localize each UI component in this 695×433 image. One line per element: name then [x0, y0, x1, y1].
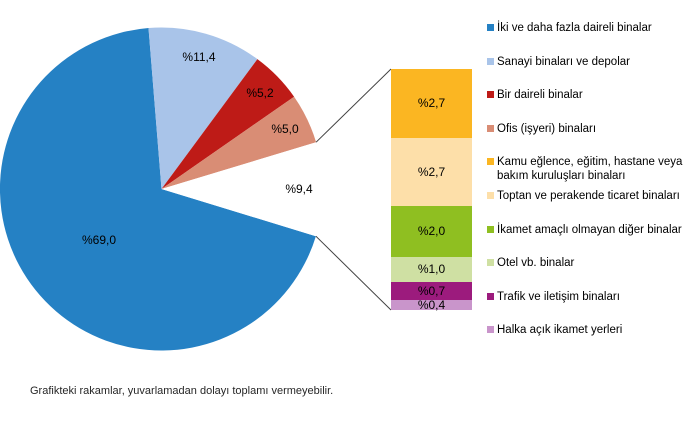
legend-item-1: İki ve daha fazla daireli binalar — [487, 21, 652, 35]
pie-slice-4 — [161, 96, 317, 189]
legend-label: İkamet amaçlı olmayan diğer binalar — [497, 224, 682, 236]
legend-swatch — [487, 91, 494, 98]
legend-label: İki ve daha fazla daireli binalar — [497, 22, 652, 34]
connector-line-bottom — [315, 235, 392, 311]
legend-item-3: Bir daireli binalar — [487, 88, 583, 102]
bar-value-label: %1,0 — [417, 262, 446, 277]
breakout-bar: %2,7 %2,7 %2,0 %1,0 %0,7 %0,4 — [391, 69, 472, 312]
bar-value-label: %0,7 — [417, 283, 446, 298]
legend-swatch — [487, 192, 494, 199]
legend-item-7: İkamet amaçlı olmayan diğer binalar — [487, 223, 682, 237]
legend-swatch — [487, 226, 494, 233]
bar-value-label: %0,4 — [417, 297, 446, 312]
legend-item-2: Sanayi binaları ve depolar — [487, 55, 630, 69]
legend-item-5: Kamu eğlence, eğitim, hastane veya bakım… — [487, 155, 694, 183]
legend-swatch — [487, 58, 494, 65]
legend-label: Kamu eğlence, eğitim, hastane veya bakım… — [497, 156, 683, 182]
legend-swatch — [487, 158, 494, 165]
legend-swatch — [487, 326, 494, 333]
legend-label: Halka açık ikamet yerleri — [497, 324, 623, 336]
pie-value-label: %5,0 — [271, 122, 299, 136]
legend-swatch — [487, 259, 494, 266]
legend-item-4: Ofis (işyeri) binaları — [487, 122, 596, 136]
bar-segment-3: %2,0 — [391, 206, 472, 257]
bar-segment-4: %1,0 — [391, 256, 472, 283]
pie-value-label: %11,4 — [182, 50, 216, 64]
legend-label: Bir daireli binalar — [497, 89, 583, 101]
bar-segment-2: %2,7 — [391, 137, 472, 206]
legend-label: Otel vb. binalar — [497, 257, 575, 269]
legend-swatch — [487, 293, 494, 300]
footnote: Grafikteki rakamlar, yuvarlamadan dolayı… — [30, 385, 334, 397]
bar-value-label: %2,7 — [417, 164, 446, 179]
legend-label: Ofis (işyeri) binaları — [497, 123, 597, 135]
legend-label: Sanayi binaları ve depolar — [497, 56, 630, 68]
bar-value-label: %2,7 — [417, 96, 446, 111]
legend-item-10: Halka açık ikamet yerleri — [487, 323, 622, 337]
bar-segment-6: %0,4 — [391, 297, 472, 312]
bar-value-label: %2,0 — [417, 224, 446, 239]
legend-item-6: Toptan ve perakende ticaret binaları — [487, 189, 680, 203]
legend-swatch — [487, 24, 494, 31]
legend-swatch — [487, 125, 494, 132]
legend-item-9: Trafik ve iletişim binaları — [487, 290, 620, 304]
pie-slice-3 — [161, 59, 295, 189]
pie-slice-2 — [148, 27, 258, 189]
bar-segment-1: %2,7 — [391, 69, 472, 138]
legend-label: Toptan ve perakende ticaret binaları — [497, 190, 680, 202]
connector-line-top — [315, 68, 392, 143]
bar-segment-5: %0,7 — [391, 282, 472, 300]
legend: İki ve daha fazla daireli binalar Sanayi … — [487, 0, 694, 433]
legend-item-8: Otel vb. binalar — [487, 256, 574, 270]
pie-value-label: %69,0 — [81, 233, 117, 247]
pie-value-label: %9,4 — [285, 182, 313, 196]
pie-slice-1 — [0, 28, 316, 351]
legend-label: Trafik ve iletişim binaları — [497, 291, 620, 303]
pie-slice-5 — [161, 142, 323, 237]
pie-value-label: %5,2 — [246, 86, 274, 100]
